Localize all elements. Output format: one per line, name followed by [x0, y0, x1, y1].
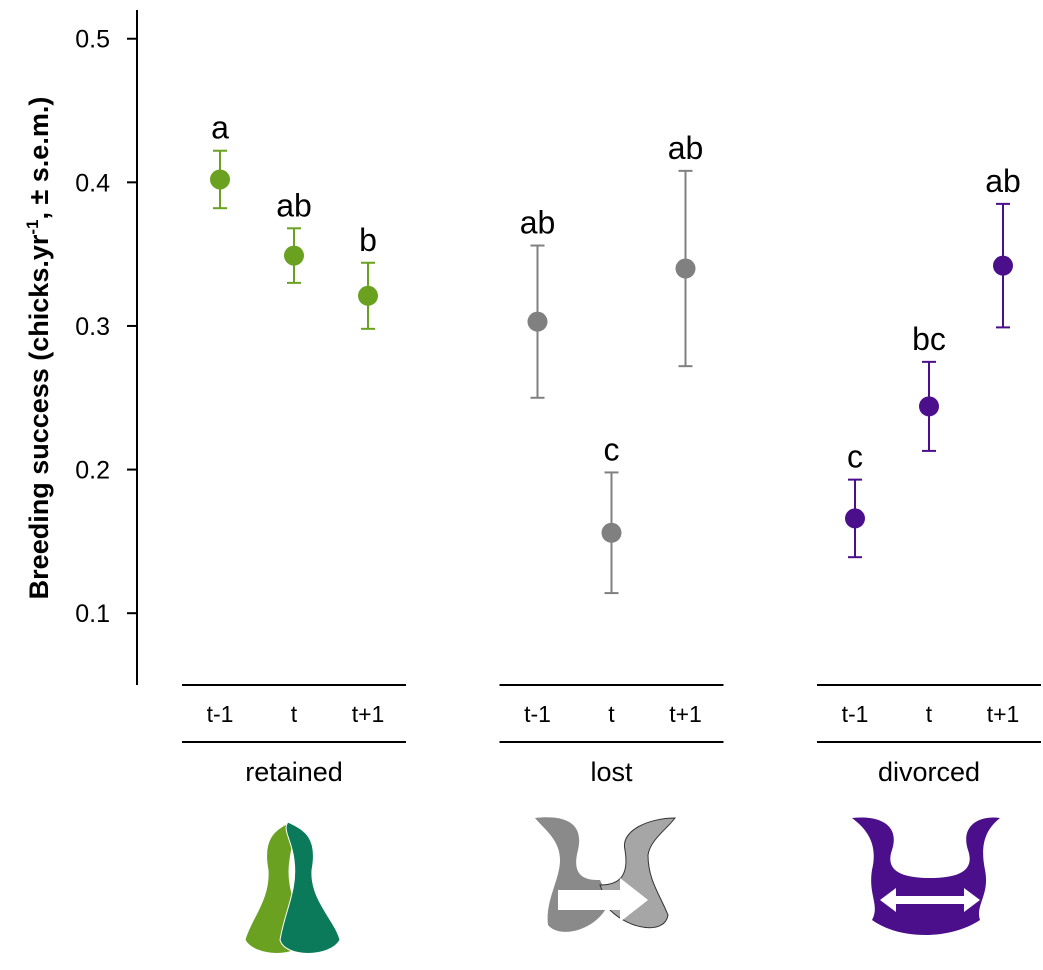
x-tick-label: t-1: [524, 701, 551, 727]
significance-letter: c: [847, 439, 863, 475]
y-label-main: Breeding success (chicks.yr: [24, 234, 54, 599]
significance-letter: c: [604, 431, 620, 467]
group-label: divorced: [878, 757, 980, 787]
significance-letter: ab: [668, 130, 704, 166]
significance-letter: a: [211, 110, 229, 146]
x-tick-label: t: [608, 701, 615, 727]
x-tick-label: t-1: [842, 701, 869, 727]
point: [919, 396, 939, 416]
x-tick-label: t: [926, 701, 933, 727]
point: [358, 286, 378, 306]
point: [676, 259, 696, 279]
point: [528, 312, 548, 332]
icon-retained: [245, 822, 340, 954]
y-tick-label: 0.5: [75, 26, 110, 54]
icon-divorced: [852, 817, 1000, 935]
y-tick-label: 0.4: [75, 169, 110, 197]
point: [993, 256, 1013, 276]
y-label-sup: -1: [23, 220, 42, 235]
group-label: lost: [590, 757, 633, 787]
x-tick-label: t-1: [207, 701, 234, 727]
y-label-end: , ± s.e.m.): [24, 97, 54, 220]
icon-lost: [535, 817, 675, 932]
x-tick-label: t+1: [669, 701, 702, 727]
significance-letter: ab: [985, 163, 1021, 199]
y-tick-label: 0.2: [75, 457, 110, 485]
point: [210, 169, 230, 189]
point: [602, 523, 622, 543]
significance-letter: b: [359, 222, 377, 258]
group-label: retained: [245, 757, 343, 787]
y-tick-label: 0.1: [75, 600, 110, 628]
significance-letter: ab: [520, 205, 556, 241]
x-tick-label: t+1: [352, 701, 385, 727]
x-tick-label: t: [291, 701, 298, 727]
significance-letter: bc: [912, 321, 946, 357]
point: [845, 508, 865, 528]
y-axis-label: Breeding success (chicks.yr-1, ± s.e.m.): [23, 97, 54, 600]
chart: Breeding success (chicks.yr-1, ± s.e.m.)…: [0, 0, 1043, 970]
y-tick-label: 0.3: [75, 313, 110, 341]
x-tick-label: t+1: [987, 701, 1020, 727]
point: [284, 246, 304, 266]
significance-letter: ab: [276, 187, 312, 223]
